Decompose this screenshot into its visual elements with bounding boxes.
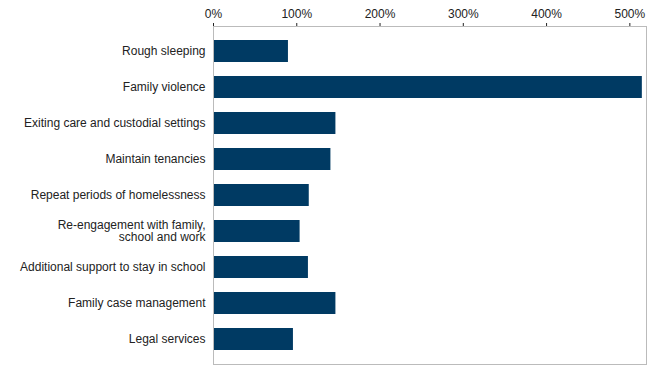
svg-text:200%: 200% [365,7,396,21]
svg-text:Repeat periods of homelessness: Repeat periods of homelessness [31,188,206,202]
svg-text:Family case management: Family case management [68,296,206,310]
svg-text:Rough sleeping: Rough sleeping [122,44,205,58]
svg-text:500%: 500% [614,7,645,21]
svg-text:400%: 400% [531,7,562,21]
svg-text:0%: 0% [205,7,223,21]
svg-text:Exiting care and custodial set: Exiting care and custodial settings [24,116,205,130]
svg-text:Additional support to stay in: Additional support to stay in school [20,260,205,274]
svg-text:Re-engagement with family,scho: Re-engagement with family,school and wor… [58,218,207,244]
svg-text:300%: 300% [448,7,479,21]
svg-text:Maintain tenancies: Maintain tenancies [105,152,205,166]
svg-text:Legal services: Legal services [129,332,206,346]
svg-text:Family violence: Family violence [123,80,206,94]
svg-text:100%: 100% [281,7,312,21]
